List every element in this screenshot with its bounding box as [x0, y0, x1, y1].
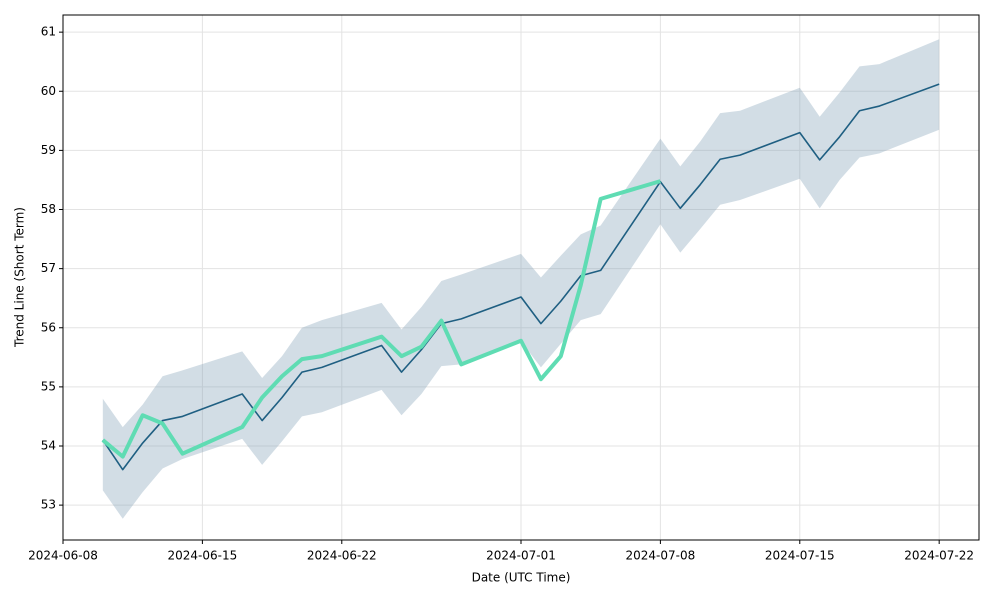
series-line	[102, 83, 940, 471]
series-line	[101, 179, 661, 459]
x-axis-label: Date (UTC Time)	[472, 571, 571, 585]
x-tick-label: 2024-07-22	[904, 549, 974, 563]
x-tick-label: 2024-07-08	[626, 549, 696, 563]
y-tick-label: 59	[41, 143, 56, 157]
y-tick-label: 55	[41, 379, 56, 393]
x-tick-label: 2024-07-01	[486, 549, 556, 563]
x-tick-label: 2024-07-15	[765, 549, 835, 563]
x-tick-label: 2024-06-08	[28, 549, 98, 563]
confidence-band	[102, 39, 940, 519]
plot-frame	[62, 14, 980, 541]
y-tick-label: 53	[41, 498, 56, 512]
y-tick-label: 56	[41, 320, 56, 334]
y-axis-label: Trend Line (Short Term)	[13, 207, 27, 348]
y-tick-label: 61	[41, 25, 56, 39]
x-tick-label: 2024-06-22	[307, 549, 377, 563]
y-tick-label: 60	[41, 84, 56, 98]
y-tick-label: 57	[41, 261, 56, 275]
y-tick-label: 54	[41, 438, 56, 452]
y-tick-label: 58	[41, 202, 56, 216]
x-tick-label: 2024-06-15	[168, 549, 238, 563]
